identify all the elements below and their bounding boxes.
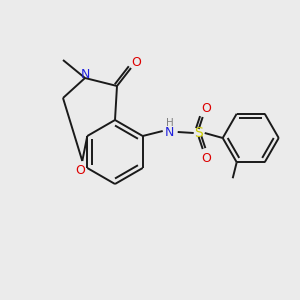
Text: O: O [75, 164, 85, 176]
Text: N: N [165, 127, 174, 140]
Text: O: O [201, 101, 211, 115]
Text: O: O [201, 152, 211, 164]
Text: S: S [194, 126, 203, 140]
Text: O: O [131, 56, 141, 70]
Text: N: N [80, 68, 90, 82]
Text: H: H [166, 118, 174, 128]
